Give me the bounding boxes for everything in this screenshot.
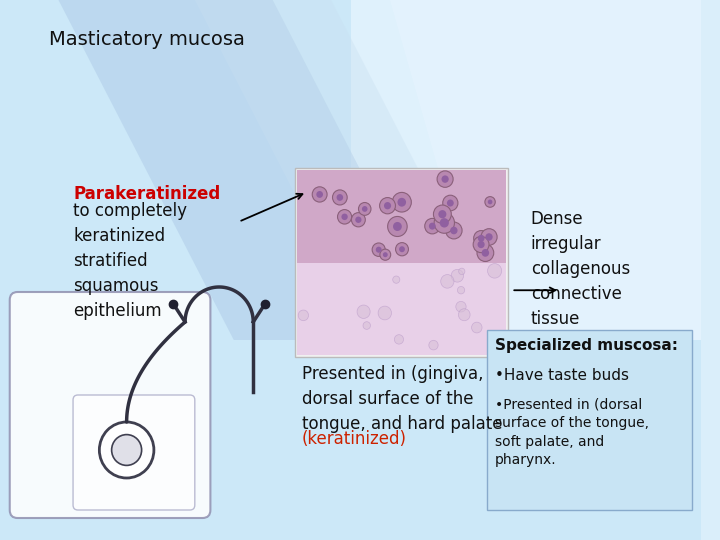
Circle shape [363,322,371,329]
Circle shape [437,171,453,187]
Circle shape [433,205,451,224]
Circle shape [434,212,454,233]
Circle shape [376,247,382,253]
Circle shape [395,335,403,344]
Circle shape [333,190,347,205]
Text: (keratinized): (keratinized) [302,430,407,448]
Circle shape [457,286,464,294]
Circle shape [351,213,365,227]
Circle shape [478,235,485,242]
Circle shape [378,306,392,320]
Circle shape [474,231,489,246]
Bar [351,0,701,340]
Circle shape [429,222,436,230]
Circle shape [487,200,492,204]
Bar [297,170,506,262]
Text: Dense
irregular
collagenous
connective
tissue: Dense irregular collagenous connective t… [531,210,630,328]
Circle shape [99,422,154,478]
Circle shape [485,197,495,207]
Circle shape [341,213,348,220]
Circle shape [450,227,457,234]
Circle shape [477,241,485,248]
Circle shape [397,198,406,207]
Circle shape [429,340,438,350]
Circle shape [384,202,391,210]
Circle shape [392,276,400,284]
FancyBboxPatch shape [10,292,210,518]
Circle shape [459,268,465,274]
Text: Masticatory mucosa: Masticatory mucosa [49,30,245,49]
Circle shape [338,210,351,224]
Circle shape [482,249,489,256]
Circle shape [355,217,361,223]
Polygon shape [390,0,701,340]
Circle shape [380,249,391,260]
Circle shape [485,233,492,241]
Circle shape [387,217,408,237]
Circle shape [481,228,497,245]
Circle shape [441,176,449,183]
Circle shape [472,322,482,333]
Circle shape [459,309,470,321]
Text: •Have taste buds: •Have taste buds [495,368,629,383]
Circle shape [357,305,370,319]
Circle shape [451,269,464,282]
Circle shape [112,435,142,465]
Circle shape [298,310,309,321]
Circle shape [441,274,454,288]
Circle shape [362,206,367,212]
Circle shape [425,218,440,234]
Circle shape [440,218,449,227]
Circle shape [447,199,454,206]
Circle shape [487,264,502,278]
Text: •Presented in (dorsal
surface of the tongue,
soft palate, and
pharynx.: •Presented in (dorsal surface of the ton… [495,398,649,467]
Circle shape [316,191,323,198]
Circle shape [379,198,395,214]
Circle shape [359,202,371,215]
Circle shape [443,195,458,211]
Circle shape [372,243,385,256]
Circle shape [446,222,462,239]
Circle shape [336,194,343,201]
Circle shape [456,301,466,312]
Circle shape [399,246,405,252]
Circle shape [312,187,327,202]
Circle shape [392,192,411,212]
Circle shape [383,252,388,257]
FancyBboxPatch shape [73,395,195,510]
Bar [297,262,506,355]
Text: to completely
keratinized
stratified
squamous
epithelium: to completely keratinized stratified squ… [73,202,187,320]
Text: Parakeratinized: Parakeratinized [73,185,220,203]
Polygon shape [195,0,506,340]
Circle shape [473,237,489,253]
Text: Presented in (gingiva,
dorsal surface of the
tongue, and hard palate: Presented in (gingiva, dorsal surface of… [302,365,503,433]
Circle shape [395,242,408,256]
Polygon shape [58,0,448,340]
Circle shape [393,222,402,231]
Text: Specialized muscosa:: Specialized muscosa: [495,338,678,353]
Circle shape [438,210,446,218]
Bar [295,168,508,357]
Circle shape [477,244,494,261]
Bar [487,330,691,510]
